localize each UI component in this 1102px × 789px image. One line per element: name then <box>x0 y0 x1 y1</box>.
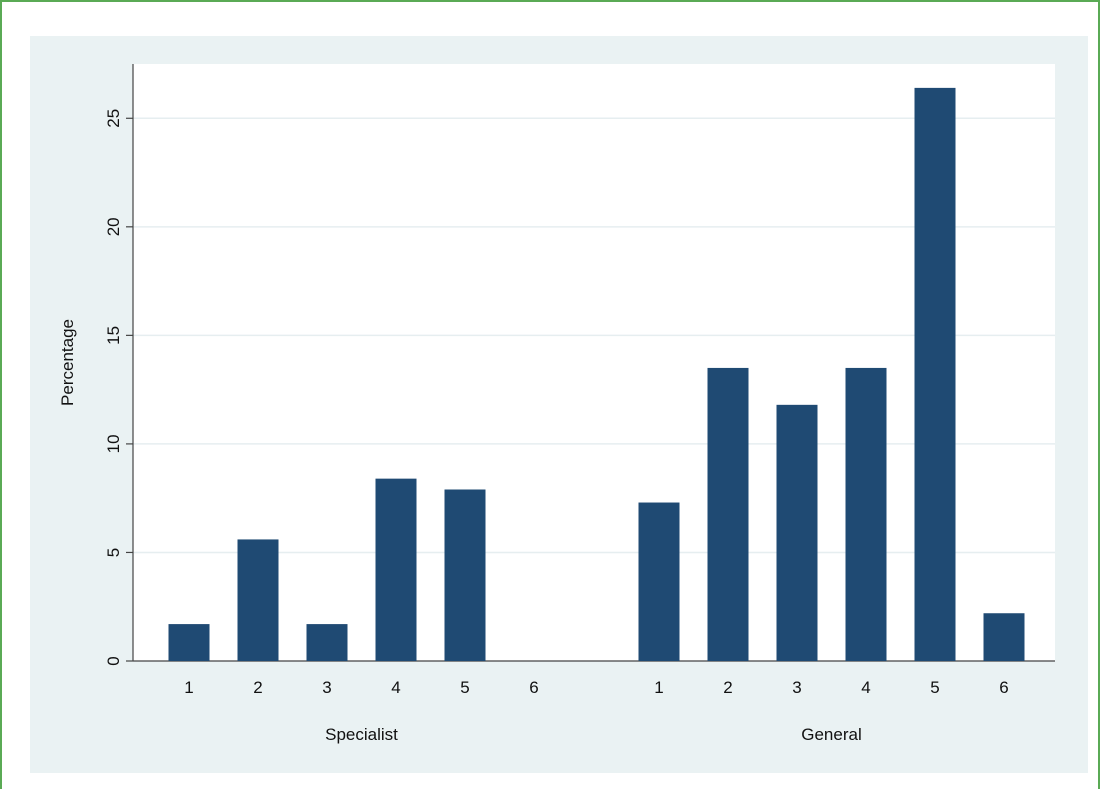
bar-general-3 <box>776 404 818 661</box>
plot-area <box>133 64 1055 661</box>
x-tick-label: 1 <box>184 678 193 697</box>
y-tick-label: 15 <box>104 326 123 345</box>
group-label-general: General <box>801 725 861 744</box>
group-label-specialist: Specialist <box>325 725 398 744</box>
bar-general-4 <box>845 367 887 661</box>
x-tick-label: 4 <box>391 678 400 697</box>
y-tick-label: 20 <box>104 217 123 236</box>
x-tick-label: 1 <box>654 678 663 697</box>
bar-general-1 <box>638 502 680 661</box>
y-tick-label: 0 <box>104 656 123 665</box>
bar-general-2 <box>707 367 749 661</box>
bar-specialist-5 <box>444 489 486 661</box>
bar-general-6 <box>983 613 1025 661</box>
x-tick-label: 3 <box>322 678 331 697</box>
x-tick-label: 2 <box>723 678 732 697</box>
x-tick-label: 5 <box>460 678 469 697</box>
bar-specialist-1 <box>168 624 210 661</box>
x-tick-label: 3 <box>792 678 801 697</box>
bar-specialist-3 <box>306 624 348 661</box>
x-tick-label: 6 <box>529 678 538 697</box>
labels: 0 5 10 15 20 25 1 2 3 4 5 6 Specialist 1 2 3 4 5 6 General <box>104 109 1009 744</box>
bar-specialist-4 <box>375 478 417 661</box>
gridlines <box>133 64 1055 661</box>
x-tick-label: 6 <box>999 678 1008 697</box>
y-tick-label: 25 <box>104 109 123 128</box>
bar-general-5 <box>914 87 956 661</box>
bars <box>168 87 1025 661</box>
x-tick-label: 4 <box>861 678 870 697</box>
bar-specialist-2 <box>237 539 279 661</box>
axes <box>126 64 1055 662</box>
y-tick-label: 5 <box>104 548 123 557</box>
x-tick-label: 2 <box>253 678 262 697</box>
x-tick-label: 5 <box>930 678 939 697</box>
y-axis-title: Percentage <box>58 319 77 406</box>
y-tick-label: 10 <box>104 434 123 453</box>
